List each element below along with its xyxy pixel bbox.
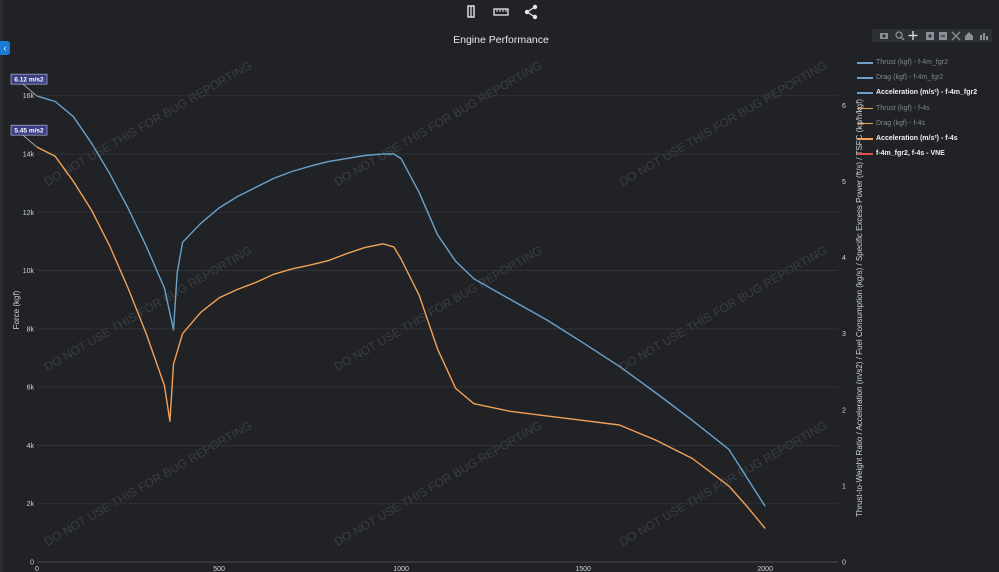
legend-label: Drag (kgf) - f-4s [876, 119, 926, 127]
x-tick-label: 0 [35, 566, 39, 572]
ruler-icon [493, 8, 509, 16]
chart-title: Engine Performance [453, 34, 549, 46]
series-line-0[interactable] [36, 95, 766, 507]
legend-swatch [857, 62, 873, 64]
watermark-text: DO NOT USE THIS FOR BUG REPORTING [332, 58, 545, 189]
annotation-arrow [22, 134, 38, 148]
measure-button[interactable] [492, 3, 510, 21]
legend-item[interactable]: Acceleration (m/s²) - f-4s [857, 133, 997, 148]
y2-tick-label: 6 [842, 103, 846, 110]
legend-swatch [857, 92, 873, 94]
zoom-out-icon [939, 32, 947, 40]
legend-swatch [857, 107, 873, 110]
watermark-text: DO NOT USE THIS FOR BUG REPORTING [42, 243, 255, 374]
legend-swatch [857, 77, 873, 79]
legend-item[interactable]: Drag (kgf) - f-4s [857, 118, 997, 133]
legend-swatch [857, 153, 873, 155]
camera-icon [880, 33, 888, 39]
chart-grid [37, 95, 838, 563]
y-tick-label: 10k [23, 268, 35, 275]
legend-item[interactable]: Thrust (kgf) - f-4s [857, 103, 997, 118]
annotation-label: 5.45 m/s2 [14, 128, 44, 135]
download-plot-button[interactable] [878, 29, 890, 42]
plot-modebar [872, 29, 992, 42]
y-tick-label: 6k [27, 385, 35, 392]
pan-button[interactable] [907, 29, 919, 42]
zoom-in-button[interactable] [924, 29, 936, 42]
y-axis-ticks: 0 2k 4k 6k 8k 10k 12k 14k 16k [23, 93, 35, 566]
zoom-button[interactable] [894, 29, 906, 42]
x-tick-label: 1000 [393, 566, 409, 572]
autoscale-icon [951, 31, 961, 41]
plotly-logo-button[interactable] [978, 29, 990, 42]
legend-item[interactable]: Thrust (kgf) - f-4m_fgr2 [857, 57, 997, 72]
x-tick-label: 2000 [757, 566, 773, 572]
y-tick-label: 8k [27, 326, 35, 333]
window-frame-left [0, 0, 3, 572]
y2-axis-label: Thrust-to-Weight Ratio / Acceleration (m… [855, 99, 864, 517]
reset-axes-icon [965, 32, 973, 40]
y-axis-label: Force (kgf) [12, 290, 21, 329]
chevron-left-icon: ‹ [3, 43, 7, 53]
y2-tick-label: 4 [842, 255, 846, 262]
y2-tick-label: 3 [842, 331, 846, 338]
y2-axis-ticks: 0 1 2 3 4 5 6 [842, 103, 846, 567]
y2-tick-label: 0 [842, 560, 846, 567]
x-axis-ticks: 0 500 1000 1500 2000 [35, 566, 773, 572]
annotation-box [10, 73, 48, 85]
legend-swatch [857, 137, 873, 140]
watermark-text: DO NOT USE THIS FOR BUG REPORTING [332, 418, 545, 549]
y-tick-label: 2k [27, 501, 35, 508]
annotation-arrow [22, 83, 38, 97]
zoom-icon [895, 31, 905, 41]
annotation-box [10, 124, 48, 136]
watermark-text: DO NOT USE THIS FOR BUG REPORTING [42, 58, 255, 189]
chart-toolbar [462, 3, 552, 21]
plotly-logo-icon [980, 33, 988, 40]
y-tick-label: 12k [23, 210, 35, 217]
x-tick-label: 500 [213, 566, 225, 572]
y-tick-label: 4k [27, 443, 35, 450]
legend-item[interactable]: Drag (kgf) - f-4m_fgr2 [857, 72, 997, 87]
x-tick-label: 1500 [575, 566, 591, 572]
y-tick-label: 14k [23, 152, 35, 159]
series-line-1[interactable] [36, 146, 766, 529]
share-icon [524, 4, 538, 20]
zoom-in-icon [926, 32, 934, 40]
reset-axes-button[interactable] [963, 29, 975, 42]
legend-label: Drag (kgf) - f-4m_fgr2 [876, 74, 944, 82]
legend-label: Thrust (kgf) - f-4s [876, 104, 930, 112]
watermark-text: DO NOT USE THIS FOR BUG REPORTING [617, 58, 830, 189]
y-tick-label: 0 [30, 560, 34, 567]
sidebar-toggle-button[interactable]: ‹ [0, 41, 10, 55]
y2-tick-label: 1 [842, 483, 846, 490]
legend-label: Acceleration (m/s²) - f-4s [876, 134, 958, 142]
chart-annotations: 6.12 m/s2 5.45 m/s2 [10, 73, 48, 148]
watermark-layer: DO NOT USE THIS FOR BUG REPORTING DO NOT … [42, 58, 830, 549]
y2-tick-label: 2 [842, 407, 846, 414]
zoom-out-button[interactable] [937, 29, 949, 42]
legend-label: Thrust (kgf) - f-4m_fgr2 [876, 59, 948, 66]
legend-swatch [857, 122, 873, 125]
pan-icon [908, 31, 918, 40]
bookmark-icon [467, 5, 475, 18]
chart-series [36, 95, 766, 529]
y2-tick-label: 5 [842, 179, 846, 186]
bookmark-button[interactable] [462, 3, 480, 21]
legend-label: f-4m_fgr2, f-4s - VNE [876, 150, 945, 158]
chart-legend: Thrust (kgf) - f-4m_fgr2 Drag (kgf) - f-4… [857, 57, 997, 163]
share-button[interactable] [522, 3, 540, 21]
legend-item[interactable]: f-4m_fgr2, f-4s - VNE [857, 148, 997, 163]
watermark-text: DO NOT USE THIS FOR BUG REPORTING [42, 418, 255, 549]
y-tick-label: 16k [23, 93, 35, 100]
annotation-label: 6.12 m/s2 [14, 77, 44, 84]
legend-item[interactable]: Acceleration (m/s²) - f-4m_fgr2 [857, 87, 997, 102]
autoscale-button[interactable] [950, 29, 962, 42]
legend-label: Acceleration (m/s²) - f-4m_fgr2 [876, 89, 978, 97]
watermark-text: DO NOT USE THIS FOR BUG REPORTING [332, 243, 545, 374]
watermark-text: DO NOT USE THIS FOR BUG REPORTING [617, 243, 830, 374]
